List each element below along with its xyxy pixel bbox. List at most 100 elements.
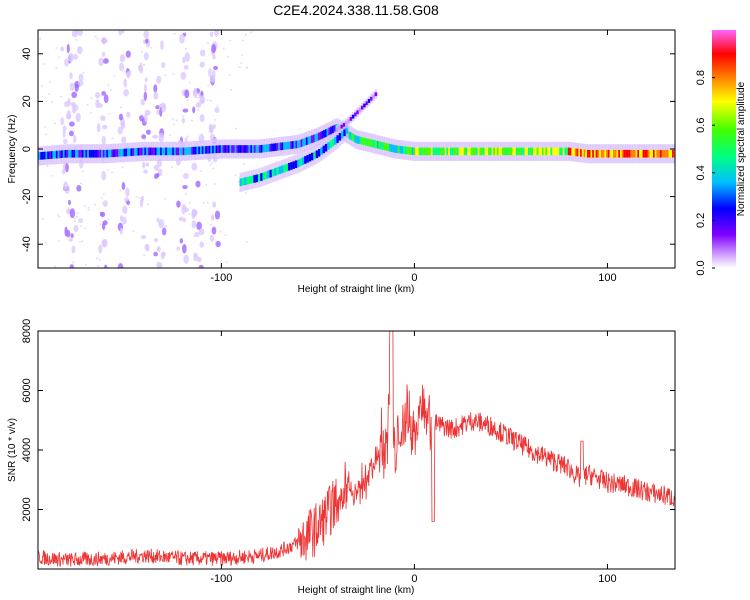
spectral-cell: [540, 147, 543, 156]
noise-speck: [71, 91, 77, 99]
spectral-cell: [198, 146, 201, 155]
spectral-cell: [213, 145, 217, 154]
spectral-cell: [486, 147, 489, 156]
noise-speck: [179, 238, 184, 244]
noise-speck: [125, 187, 130, 197]
spectral-cell: [484, 147, 488, 156]
spectrogram-y-axis-label: Frequency (Hz): [7, 115, 18, 184]
noise-speck: [153, 84, 158, 93]
spectral-cell: [385, 143, 389, 151]
noise-speck: [72, 261, 75, 264]
spectral-cell: [628, 149, 632, 158]
spectral-cell: [652, 149, 656, 158]
spectral-cell: [265, 144, 269, 152]
noise-speck: [139, 198, 144, 208]
spectral-cell: [343, 128, 346, 137]
noise-speck: [227, 56, 230, 58]
spectral-cell: [383, 142, 387, 151]
snr-x-axis-label: Height of straight line (km): [298, 585, 415, 596]
spectral-cell: [376, 141, 380, 149]
spectral-cell: [496, 147, 500, 156]
noise-speck: [158, 132, 165, 143]
spectral-cell: [479, 147, 483, 156]
noise-speck: [111, 137, 114, 140]
spectral-cell: [158, 147, 161, 156]
noise-speck: [225, 261, 228, 264]
spectral-cell: [666, 149, 670, 158]
spectral-cell: [349, 131, 352, 140]
spectral-cell: [258, 145, 262, 153]
noise-speck: [102, 220, 108, 226]
spectral-cell: [219, 145, 222, 153]
spectral-cell: [120, 148, 123, 157]
spectral-cell: [498, 147, 502, 156]
spectral-cell: [380, 141, 384, 150]
noise-speck: [195, 101, 202, 108]
spectral-cell: [345, 126, 349, 134]
spectral-cell: [482, 147, 486, 156]
noise-speck: [46, 165, 49, 168]
spectral-cell: [658, 149, 661, 158]
noise-speck: [82, 170, 85, 173]
spectral-cell: [491, 147, 495, 156]
noise-speck: [139, 114, 142, 116]
noise-speck: [212, 124, 216, 129]
spectral-cell: [313, 151, 316, 160]
noise-speck: [209, 74, 212, 76]
spectral-cell: [109, 149, 113, 158]
spectral-cell: [573, 148, 576, 156]
spectral-cell: [423, 147, 427, 156]
spectral-cell: [661, 149, 665, 158]
noise-speck: [117, 126, 123, 135]
spectral-cell: [317, 132, 321, 141]
colorbar-tick-label: 0.2: [695, 213, 707, 228]
noise-speck: [211, 226, 217, 235]
spectral-cell: [446, 147, 450, 156]
spectral-cell: [336, 135, 340, 143]
spectral-cell: [203, 146, 207, 154]
spectral-cell: [378, 141, 382, 150]
spectral-cell: [186, 147, 189, 155]
spectrogram-panel: -100 0 100 -40 -20 0 20 40 Height of straight l…: [7, 29, 676, 295]
noise-speck: [230, 88, 233, 91]
spectral-cell: [554, 147, 557, 156]
spectral-cell: [205, 146, 208, 154]
noise-speck: [69, 208, 76, 219]
spectral-cell: [501, 147, 505, 156]
spectral-cell: [135, 148, 139, 156]
spectral-cell: [262, 172, 266, 180]
spectral-cell: [292, 161, 296, 169]
spectral-cell: [656, 149, 660, 158]
spectral-cell: [69, 149, 73, 158]
spectral-cell: [250, 145, 253, 153]
spectral-cell: [644, 149, 647, 158]
noise-speck: [156, 261, 161, 268]
noise-speck: [56, 214, 59, 216]
noise-speck: [199, 170, 202, 172]
noise-speck: [99, 223, 102, 226]
noise-speck: [78, 218, 84, 223]
noise-speck: [39, 38, 42, 40]
noise-speck: [143, 30, 149, 39]
noise-speck: [209, 99, 212, 102]
noise-speck: [155, 105, 160, 110]
x-tick-label: -100: [210, 573, 232, 585]
spectral-cell: [331, 125, 335, 134]
noise-speck: [211, 161, 214, 164]
y-tick-label: 20: [21, 95, 33, 107]
spectral-cell: [529, 147, 533, 156]
spectral-cell: [66, 149, 69, 158]
spectral-cell: [166, 147, 170, 156]
noise-speck: [216, 105, 219, 107]
noise-speck: [96, 257, 99, 260]
spectral-cell: [521, 147, 524, 156]
noise-speck: [144, 77, 148, 83]
colorbar-tick-label: 0.0: [695, 260, 707, 275]
noise-speck: [156, 245, 161, 253]
spectral-cell: [370, 139, 373, 147]
noise-speck: [126, 200, 131, 206]
snr-y-axis-label: SNR (10 * v/v): [7, 418, 18, 482]
spectral-cell: [672, 149, 675, 158]
spectral-cell: [48, 151, 52, 159]
spectral-cell: [274, 168, 277, 176]
